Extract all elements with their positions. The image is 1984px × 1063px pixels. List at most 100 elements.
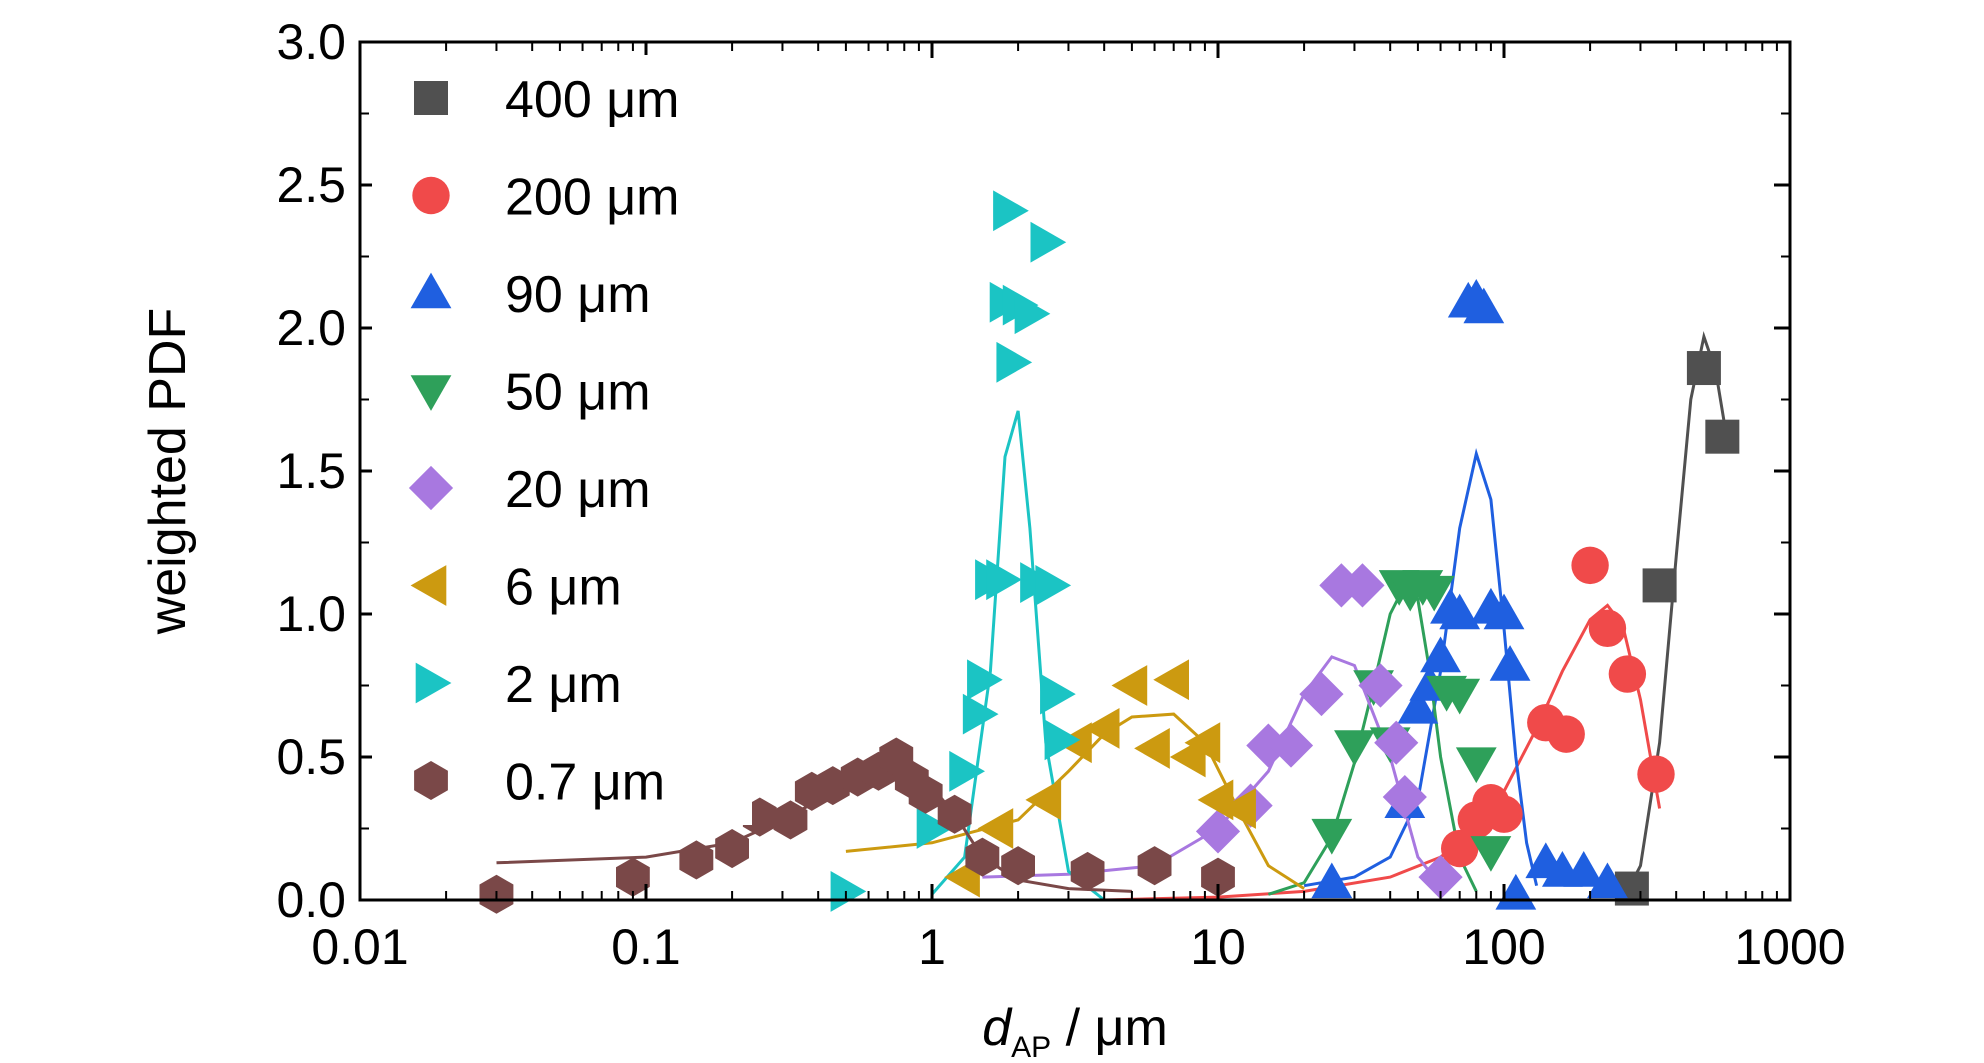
- data-point: [908, 774, 943, 814]
- data-point: [1311, 818, 1353, 855]
- data-point: [1587, 862, 1628, 899]
- tick-labels: 0.01 0.1 1 10 100 1000 0.0 0.5 1.0 1.5 2.0 2.5 3.0: [276, 14, 1845, 975]
- data-point: [1025, 779, 1062, 821]
- y-tick-label: 1.5: [276, 443, 346, 499]
- axis-ticks: [358, 40, 1792, 902]
- data-point: [1044, 719, 1081, 761]
- data-point: [1642, 568, 1677, 603]
- data-point: [1470, 836, 1512, 872]
- data-point: [993, 190, 1029, 232]
- data-point: [1299, 671, 1344, 717]
- data-point: [1495, 873, 1537, 910]
- legend-marker: [414, 81, 448, 115]
- data-point: [1184, 722, 1221, 764]
- x-tick-label: 0.1: [611, 919, 681, 975]
- data-point: [986, 559, 1022, 601]
- data-point: [1563, 851, 1605, 887]
- data-point: [1686, 351, 1721, 386]
- data-point: [1608, 655, 1647, 693]
- data-point: [1340, 563, 1385, 608]
- data-point: [1374, 720, 1419, 765]
- data-point: [916, 808, 953, 849]
- x-tick-label: 100: [1462, 919, 1545, 975]
- y-tick-label: 3.0: [276, 14, 346, 70]
- legend-label: 200 μm: [505, 169, 679, 227]
- legend: 400 μm 200 μm 90 μm 50 μm 20 μm 6 μm 2 μm 0.7 μ…: [372, 55, 752, 825]
- x-axis-label-subscript: AP: [1011, 1031, 1051, 1063]
- data-point: [1571, 546, 1609, 585]
- data-point: [1420, 636, 1461, 673]
- x-tick-label: 1000: [1734, 919, 1845, 975]
- data-point: [1014, 293, 1051, 335]
- data-point: [679, 840, 714, 880]
- legend-label: 6 μm: [505, 559, 622, 617]
- data-point: [1070, 851, 1105, 891]
- y-tick-label: 1.0: [276, 586, 346, 642]
- data-point: [1111, 665, 1148, 706]
- data-point: [1134, 728, 1170, 769]
- data-point: [937, 794, 972, 834]
- data-point: [1334, 730, 1375, 766]
- y-tick-label: 2.0: [276, 300, 346, 356]
- y-tick-label: 0.5: [276, 729, 346, 785]
- data-point: [1418, 855, 1463, 900]
- data-point: [949, 750, 985, 792]
- data-point: [1220, 788, 1256, 829]
- x-axis-label: dAP / μm: [982, 999, 1168, 1063]
- data-point: [773, 800, 808, 840]
- x-tick-label: 0.01: [311, 919, 408, 975]
- x-tick-label: 10: [1190, 919, 1246, 975]
- data-point: [616, 857, 650, 897]
- data-point: [1637, 755, 1675, 793]
- x-axis-label-unit: / μm: [1051, 999, 1168, 1057]
- x-axis-label-symbol: d: [982, 999, 1013, 1057]
- data-point: [1463, 287, 1505, 324]
- data-point: [1153, 659, 1189, 701]
- data-point: [1195, 809, 1241, 854]
- data-markers: [479, 190, 1740, 914]
- data-point: [1588, 609, 1627, 647]
- data-point: [967, 659, 1003, 701]
- data-point: [1485, 795, 1523, 833]
- legend-label: 90 μm: [505, 266, 651, 324]
- legend-label: 50 μm: [505, 364, 651, 422]
- data-point: [1311, 862, 1353, 899]
- data-point: [1083, 708, 1120, 749]
- data-point: [1413, 575, 1455, 612]
- y-tick-label: 2.5: [276, 157, 346, 213]
- data-point: [1035, 565, 1072, 606]
- legend-label: 20 μm: [505, 461, 651, 519]
- data-point: [1137, 846, 1172, 886]
- data-point: [965, 837, 1000, 877]
- legend-marker: [408, 465, 454, 511]
- legend-label: 2 μm: [505, 656, 622, 714]
- legend-marker: [410, 272, 452, 309]
- y-tick-label: 0.0: [276, 872, 346, 928]
- data-point: [1358, 663, 1403, 708]
- legend-marker: [410, 565, 447, 606]
- data-point: [977, 808, 1014, 849]
- data-point: [1455, 747, 1497, 784]
- data-point: [1201, 857, 1235, 897]
- legend-label: 0.7 μm: [505, 754, 665, 812]
- data-point: [1440, 829, 1479, 868]
- data-point: [1397, 687, 1439, 724]
- data-point: [1547, 715, 1585, 753]
- data-point: [715, 829, 749, 869]
- x-tick-label: 1: [918, 919, 946, 975]
- data-point: [1001, 846, 1035, 886]
- legend-marker: [412, 176, 450, 215]
- data-point: [1439, 593, 1481, 630]
- fit-line: [930, 410, 1106, 902]
- legend-label: 400 μm: [505, 71, 679, 129]
- data-point: [1030, 221, 1067, 263]
- fit-line: [1303, 448, 1539, 888]
- data-point: [996, 341, 1033, 383]
- data-point: [1382, 774, 1427, 820]
- data-point: [830, 871, 867, 912]
- data-point: [1268, 723, 1314, 768]
- data-point: [1246, 723, 1291, 768]
- data-point: [962, 693, 999, 735]
- legend-marker: [415, 662, 452, 704]
